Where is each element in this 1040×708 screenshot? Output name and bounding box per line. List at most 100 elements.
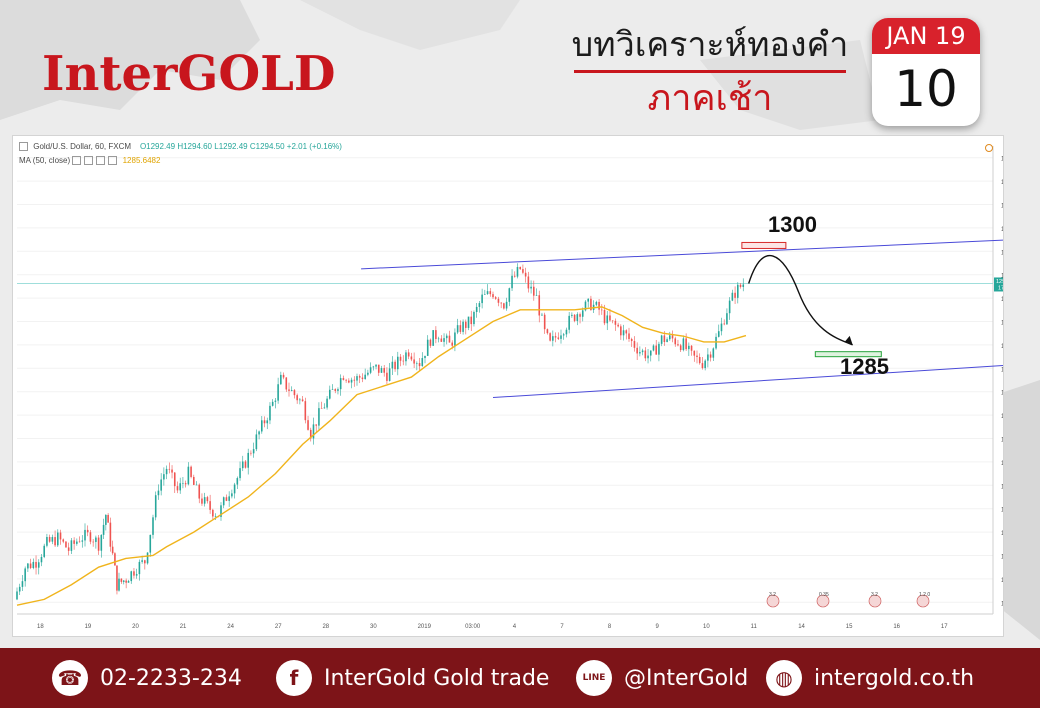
candle-body	[130, 571, 133, 582]
candle-body	[475, 306, 478, 312]
candle-body	[138, 561, 141, 575]
candle-body	[720, 323, 723, 332]
candle-body	[660, 335, 663, 344]
candle-body	[209, 501, 211, 510]
close-icon[interactable]	[96, 156, 106, 166]
x-tick-label: 17	[941, 624, 948, 630]
candle-body	[171, 469, 173, 473]
candle-body	[111, 546, 114, 554]
globe-icon: ◍	[766, 660, 802, 696]
candle-body	[92, 541, 94, 543]
candle-body	[377, 364, 380, 373]
candle-body	[380, 368, 383, 373]
candle-body	[388, 368, 391, 381]
more-icon[interactable]	[108, 156, 118, 166]
candle-body	[598, 301, 600, 310]
y-tick-label: 1268	[1001, 438, 1003, 444]
candle-body	[118, 578, 120, 591]
candle-body	[24, 568, 26, 582]
candle-body	[516, 266, 519, 277]
candle-body	[43, 545, 45, 557]
candle-body	[95, 537, 97, 542]
candle-body	[27, 563, 29, 569]
candle-body	[639, 352, 641, 354]
candle-body	[141, 560, 143, 562]
candle-body	[579, 314, 581, 317]
calendar-badge: JAN 19 10	[872, 18, 980, 126]
candle-body	[693, 350, 696, 356]
candle-body	[225, 497, 228, 501]
candle-body	[562, 334, 565, 336]
candle-body	[530, 286, 532, 289]
level-label-1285: 1285	[840, 354, 889, 379]
y-tick-label: 1288	[1001, 321, 1003, 327]
y-tick-label: 1248	[1001, 555, 1003, 561]
candle-body	[494, 297, 497, 299]
candle-body	[114, 553, 116, 566]
candle-body	[402, 360, 405, 362]
candle-body	[641, 350, 644, 353]
candle-body	[454, 332, 456, 346]
candle-body	[669, 335, 671, 340]
x-tick-label: 16	[893, 624, 900, 630]
ohlc-high: H1294.60	[177, 142, 213, 151]
y-tick-label: 1280	[1001, 367, 1003, 373]
candle-body	[157, 490, 160, 496]
candle-body	[203, 497, 206, 504]
candle-body	[165, 468, 168, 475]
collapse-icon[interactable]	[19, 142, 28, 152]
candle-body	[625, 330, 628, 334]
candle-body	[535, 295, 538, 296]
settings-icon[interactable]	[84, 156, 94, 166]
x-tick-label: 20	[132, 624, 139, 630]
candle-body	[462, 321, 464, 332]
candle-body	[364, 374, 366, 380]
candle-body	[133, 571, 135, 576]
candle-body	[739, 284, 742, 287]
y-tick-label: 1256	[1001, 508, 1003, 514]
candle-body	[603, 310, 606, 324]
candle-body	[440, 338, 443, 342]
event-badge	[816, 594, 830, 608]
candle-body	[18, 586, 21, 592]
candle-body	[144, 560, 146, 564]
x-tick-label: 30	[370, 624, 377, 630]
footer-line[interactable]: LINE @InterGold	[576, 648, 748, 708]
candle-body	[682, 338, 685, 351]
candle-body	[193, 476, 195, 485]
candle-body	[345, 379, 347, 381]
candle-body	[372, 366, 375, 368]
candle-body	[323, 407, 326, 409]
candle-body	[397, 356, 399, 370]
moving-average-line	[16, 306, 747, 606]
channel-lower-line	[492, 365, 1003, 399]
candle-body	[481, 294, 483, 304]
footer-facebook[interactable]: f InterGold Gold trade	[276, 648, 549, 708]
footer-website[interactable]: ◍ intergold.co.th	[766, 648, 974, 708]
price-chart[interactable]: 1240 1244 1248 1252 1256 1260 1264 1268 1272 1276…	[12, 135, 1004, 637]
ohlc-low: L1292.49	[214, 142, 248, 151]
candle-body	[701, 363, 704, 369]
candle-body	[375, 364, 377, 367]
candle-body	[78, 541, 81, 543]
candle-body	[576, 314, 579, 321]
footer-phone[interactable]: ☎ 02-2233-234	[52, 648, 242, 708]
candle-body	[285, 377, 288, 390]
candle-body	[584, 301, 587, 311]
candle-body	[728, 300, 731, 314]
candle-body	[519, 266, 521, 270]
candle-body	[277, 384, 279, 401]
candle-body	[356, 376, 358, 381]
candle-body	[241, 461, 244, 469]
last-time-label: 17:06	[998, 285, 1003, 291]
candle-body	[633, 341, 636, 348]
candle-body	[263, 420, 266, 424]
candle-body	[609, 315, 611, 321]
candle-body	[309, 429, 312, 439]
candle-body	[304, 401, 307, 421]
candle-body	[274, 400, 277, 402]
eye-icon[interactable]	[72, 156, 82, 166]
candle-body	[445, 335, 448, 339]
candle-body	[76, 541, 78, 544]
candle-body	[152, 517, 154, 535]
